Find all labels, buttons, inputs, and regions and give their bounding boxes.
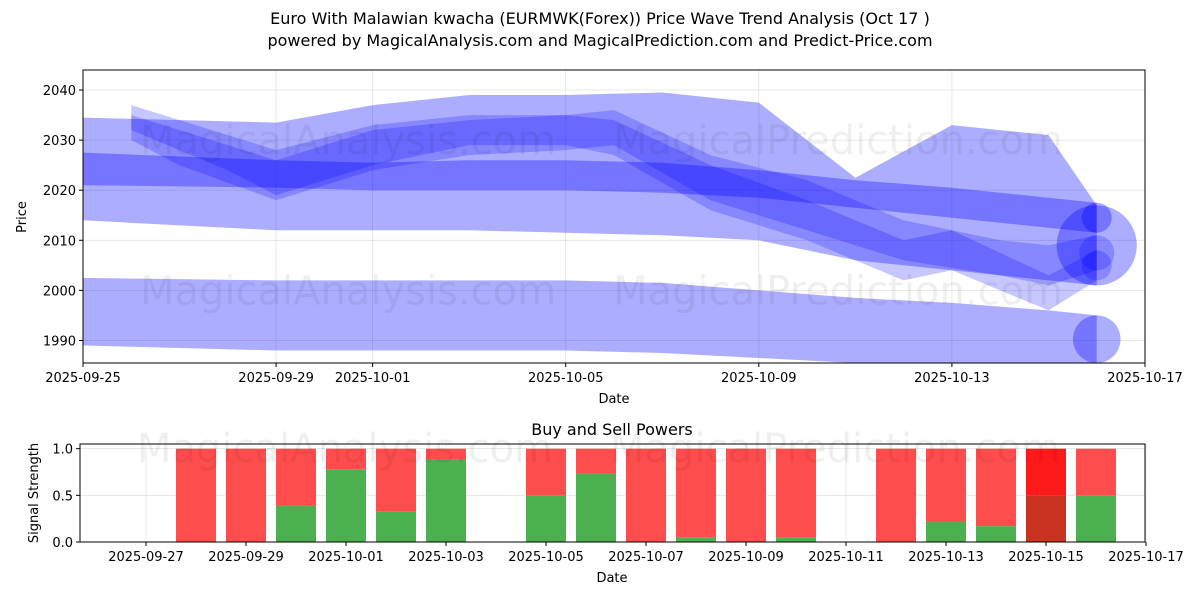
buy-bar xyxy=(976,526,1016,542)
wave-band xyxy=(83,277,1097,363)
x-tick-label: 2025-10-13 xyxy=(908,550,984,565)
x-tick-label: 2025-10-11 xyxy=(808,550,884,565)
buy-bar xyxy=(1026,495,1066,542)
x-tick-label: 2025-09-27 xyxy=(108,550,184,565)
y-tick-label: 0.5 xyxy=(52,489,73,504)
watermark-text: MagicalAnalysis.com xyxy=(140,268,556,314)
y-tick-label: 1.0 xyxy=(52,443,73,458)
sell-bar xyxy=(426,448,466,460)
sell-bar xyxy=(176,448,216,542)
sell-bar xyxy=(1076,448,1116,496)
powers-y-axis-label: Signal Strength xyxy=(27,443,42,543)
sell-bar xyxy=(976,448,1016,527)
x-tick-label: 2025-09-29 xyxy=(238,371,314,386)
y-tick-label: 2030 xyxy=(43,134,76,149)
x-tick-label: 2025-10-05 xyxy=(528,371,604,386)
price-plot-frame xyxy=(82,69,1146,364)
wave-band xyxy=(131,105,1097,311)
y-tick-label: 0.0 xyxy=(52,536,73,551)
y-tick-label: 2020 xyxy=(43,184,76,199)
price-x-axis-label: Date xyxy=(598,392,629,407)
buy-bar xyxy=(376,511,416,542)
buy-bar xyxy=(276,505,316,542)
wave-band-end xyxy=(1056,205,1137,286)
sell-bar xyxy=(526,448,566,496)
wave-band xyxy=(131,110,1097,286)
chart-subtitle: powered by MagicalAnalysis.com and Magic… xyxy=(267,31,933,50)
wave-band-end xyxy=(1081,202,1112,233)
buy-bar xyxy=(576,473,616,542)
sell-bar xyxy=(676,448,716,538)
buy-bar xyxy=(426,459,466,542)
wave-band-end xyxy=(1072,315,1121,363)
watermark-text: MagicalAnalysis.com xyxy=(137,426,553,472)
sell-bar xyxy=(876,448,916,542)
wave-band-end xyxy=(1081,250,1112,281)
x-tick-label: 2025-10-05 xyxy=(508,550,584,565)
buy-bar xyxy=(526,495,566,542)
powers-plot-frame xyxy=(79,443,1146,543)
buy-bar xyxy=(776,537,816,542)
x-tick-label: 2025-10-13 xyxy=(914,371,990,386)
x-tick-label: 2025-09-25 xyxy=(45,371,121,386)
sell-bar xyxy=(226,448,266,542)
x-tick-label: 2025-10-09 xyxy=(708,550,784,565)
wave-band xyxy=(83,152,1097,233)
powers-x-axis-label: Date xyxy=(596,571,627,586)
y-tick-label: 2040 xyxy=(43,84,76,99)
x-tick-label: 2025-10-17 xyxy=(1108,550,1184,565)
x-tick-label: 2025-10-15 xyxy=(1008,550,1084,565)
powers-chart-title: Buy and Sell Powers xyxy=(531,420,693,439)
buy-bar xyxy=(326,469,366,542)
x-tick-label: 2025-10-01 xyxy=(335,371,411,386)
buy-bar xyxy=(1076,495,1116,542)
sell-bar xyxy=(326,448,366,470)
wave-band-end xyxy=(1079,235,1115,271)
watermark-text: MagicalPrediction.com xyxy=(613,268,1063,314)
x-tick-label: 2025-10-07 xyxy=(608,550,684,565)
sell-bar xyxy=(626,448,666,542)
sell-bar xyxy=(926,448,966,522)
watermark-text: MagicalPrediction.com xyxy=(610,426,1060,472)
y-tick-label: 2000 xyxy=(43,284,76,299)
y-tick-label: 1990 xyxy=(43,334,76,349)
chart-title: Euro With Malawian kwacha (EURMWK(Forex)… xyxy=(270,9,930,28)
x-tick-label: 2025-10-17 xyxy=(1107,371,1183,386)
sell-bar xyxy=(576,448,616,474)
sell-bar xyxy=(1026,448,1066,496)
sell-bar xyxy=(776,448,816,538)
wave-band xyxy=(83,92,1097,286)
watermark-text: MagicalPrediction.com xyxy=(613,118,1063,164)
sell-bar xyxy=(376,448,416,512)
x-tick-label: 2025-10-09 xyxy=(721,371,797,386)
watermark-text: MagicalAnalysis.com xyxy=(140,118,556,164)
buy-bar xyxy=(926,521,966,542)
sell-bar xyxy=(726,448,766,542)
x-tick-label: 2025-09-29 xyxy=(208,550,284,565)
x-tick-label: 2025-10-01 xyxy=(308,550,384,565)
buy-bar xyxy=(676,537,716,542)
y-tick-label: 2010 xyxy=(43,234,76,249)
sell-bar xyxy=(276,448,316,506)
x-tick-label: 2025-10-03 xyxy=(408,550,484,565)
price-y-axis-label: Price xyxy=(15,201,30,233)
